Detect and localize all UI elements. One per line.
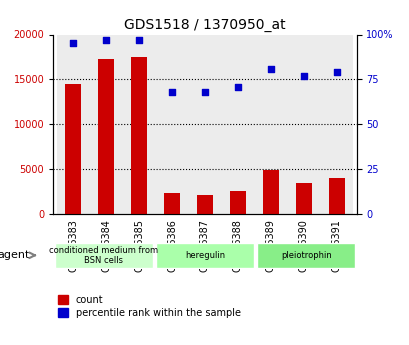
Point (135, 37, 142, 43)
Point (267, 66, 274, 71)
Point (103, 37, 109, 43)
Bar (122, 34, 155, 214)
Bar (65, 84, 81, 214)
Title: GDS1518 / 1370950_at: GDS1518 / 1370950_at (124, 18, 285, 32)
Point (333, 69, 339, 75)
FancyBboxPatch shape (256, 243, 354, 268)
Bar (295, 184, 311, 214)
Text: heregulin: heregulin (184, 251, 225, 260)
Legend: count, percentile rank within the sample: count, percentile rank within the sample (58, 295, 240, 318)
FancyBboxPatch shape (55, 243, 153, 268)
Point (169, 89, 175, 95)
Bar (262, 170, 279, 214)
Bar (89, 34, 122, 214)
Bar (328, 178, 344, 214)
Point (300, 73, 306, 79)
Bar (221, 34, 254, 214)
Bar (56, 34, 89, 214)
Bar (130, 57, 147, 214)
Bar (188, 34, 221, 214)
Bar (196, 195, 213, 214)
Bar (254, 34, 287, 214)
Text: conditioned medium from
BSN cells: conditioned medium from BSN cells (49, 246, 158, 265)
Bar (155, 34, 188, 214)
Bar (98, 59, 114, 214)
Text: agent: agent (0, 250, 29, 260)
Bar (287, 34, 320, 214)
Point (70, 41, 76, 46)
Text: pleiotrophin: pleiotrophin (280, 251, 331, 260)
Point (234, 84, 240, 89)
Bar (163, 193, 180, 214)
FancyBboxPatch shape (156, 243, 253, 268)
Bar (320, 34, 353, 214)
Bar (229, 191, 246, 214)
Point (201, 89, 208, 95)
